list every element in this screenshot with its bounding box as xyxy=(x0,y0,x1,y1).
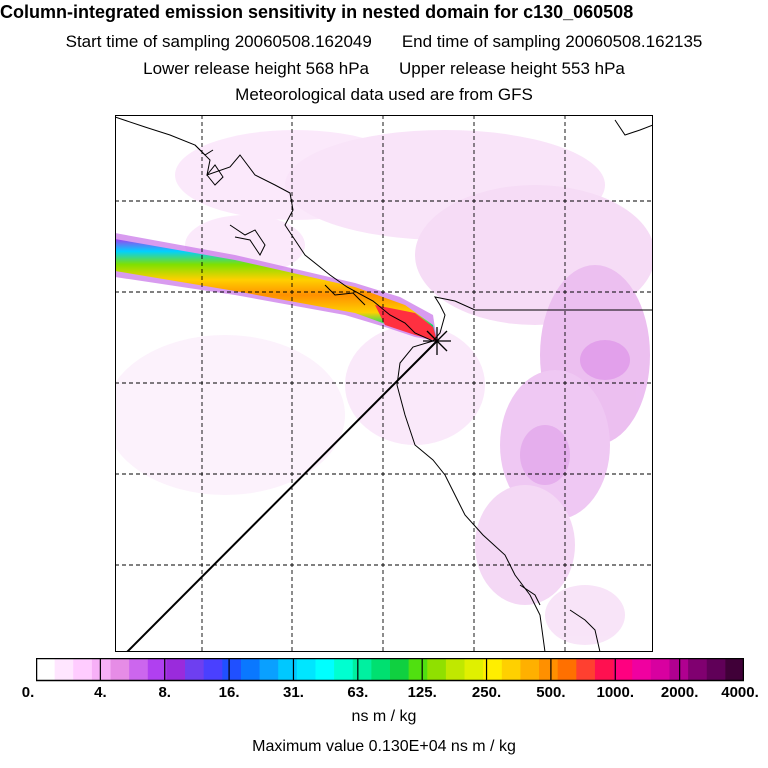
colorbar-tick-label: 125. xyxy=(407,684,437,701)
lower-release: Lower release height 568 hPa xyxy=(143,59,369,78)
graticule xyxy=(115,115,653,652)
colorbar-tick-label: 8. xyxy=(158,684,171,701)
colorbar-cell xyxy=(352,658,372,681)
sampling-times: Start time of sampling 20060508.162049 E… xyxy=(0,32,768,52)
colorbar-tick-label: 0. xyxy=(21,684,35,701)
colorbar-cell xyxy=(185,658,205,681)
colorbar-cell xyxy=(650,658,671,681)
end-time: End time of sampling 20060508.162135 xyxy=(401,32,703,51)
colorbar-cell xyxy=(557,658,577,681)
colorbar-cell xyxy=(203,658,223,681)
colorbar-cell xyxy=(390,658,410,681)
map-plot xyxy=(115,115,653,652)
colorbar-cell xyxy=(73,658,93,681)
release-point-star xyxy=(423,327,451,355)
maximum-value-label: Maximum value 0.130E+04 ns m / kg xyxy=(252,738,516,755)
colorbar-tick-label: 4. xyxy=(94,684,107,701)
colorbar-tick-label: 2000. xyxy=(660,684,699,701)
release-heights: Lower release height 568 hPa Upper relea… xyxy=(0,59,768,79)
chart-title: Column-integrated emission sensitivity i… xyxy=(0,2,634,22)
colorbar-cell xyxy=(259,658,279,681)
colorbar-cell xyxy=(408,658,428,681)
colorbar-tick-label: 250. xyxy=(471,684,502,701)
colorbar-cell xyxy=(296,658,317,681)
map-frame xyxy=(115,115,653,652)
colorbar-cell xyxy=(315,658,335,681)
colorbar-cell xyxy=(427,658,447,681)
colorbar-cell xyxy=(110,658,130,681)
colorbar-cell xyxy=(464,658,484,681)
colorbar-tick-label: 63. xyxy=(347,684,369,701)
coastlines xyxy=(115,116,653,652)
colorbar-cell xyxy=(725,658,744,681)
colorbar-cell xyxy=(166,658,186,681)
low-sensitivity-field xyxy=(115,130,653,645)
colorbar-cell xyxy=(36,658,56,681)
colorbar-cell xyxy=(129,658,149,681)
met-data-label: Meteorological data used are from GFS xyxy=(235,85,533,104)
colorbar-cell xyxy=(147,658,168,681)
colorbar-cell xyxy=(54,658,74,681)
colorbar-cell xyxy=(539,658,559,681)
colorbar-cell xyxy=(278,658,298,681)
colorbar-tick-labels: 0. 4. 8. 16. 31. 63. 125. 250. 500. 1000. 2000. 400… xyxy=(0,684,768,706)
colorbar-cell xyxy=(576,658,596,681)
upper-release: Upper release height 553 hPa xyxy=(399,59,625,78)
colorbar-units: ns m / kg xyxy=(351,708,417,725)
plume xyxy=(115,233,437,341)
colorbar-tick-label: 500. xyxy=(536,684,566,701)
colorbar-frame xyxy=(36,658,744,682)
colorbar-cell xyxy=(613,658,633,681)
colorbar-cell xyxy=(334,658,354,681)
colorbar-cell xyxy=(445,658,466,681)
colorbar-cell xyxy=(688,658,708,681)
flight-track xyxy=(126,340,438,652)
colorbar-cell xyxy=(91,658,112,681)
colorbar-cell xyxy=(371,658,391,681)
colorbar-cell xyxy=(483,658,503,681)
colorbar-cell xyxy=(594,658,615,681)
start-time: Start time of sampling 20060508.162049 xyxy=(65,32,372,51)
colorbar-cell xyxy=(501,658,522,681)
colorbar xyxy=(36,658,744,682)
colorbar-tick-label: 1000. xyxy=(596,684,635,701)
colorbar-cell xyxy=(240,658,261,681)
colorbar-cell xyxy=(520,658,540,681)
colorbar-tick-label: 31. xyxy=(283,684,304,701)
colorbar-cell xyxy=(632,658,652,681)
colorbar-cell xyxy=(706,658,726,681)
colorbar-tick-label: 16. xyxy=(218,684,240,701)
colorbar-tick-label: 4000. xyxy=(721,684,759,701)
colorbar-cell xyxy=(222,658,242,681)
